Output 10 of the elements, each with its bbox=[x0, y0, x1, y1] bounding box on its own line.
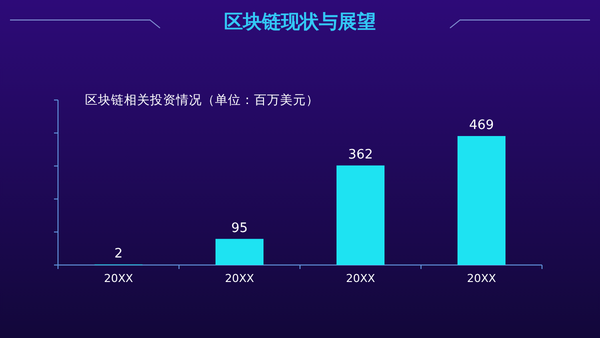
chart-subtitle: 区块链相关投资情况（单位：百万美元） bbox=[85, 92, 319, 107]
data-label: 2 bbox=[114, 246, 123, 262]
x-tick-label: 20XX bbox=[224, 272, 254, 285]
x-tick-label: 20XX bbox=[104, 272, 134, 285]
x-tick-label: 20XX bbox=[346, 272, 376, 285]
data-label: 95 bbox=[231, 220, 248, 236]
chart-title: 区块链现状与展望 bbox=[224, 11, 376, 33]
data-label: 362 bbox=[348, 147, 373, 162]
data-label: 469 bbox=[469, 118, 494, 134]
x-tick-label: 20XX bbox=[466, 272, 496, 285]
